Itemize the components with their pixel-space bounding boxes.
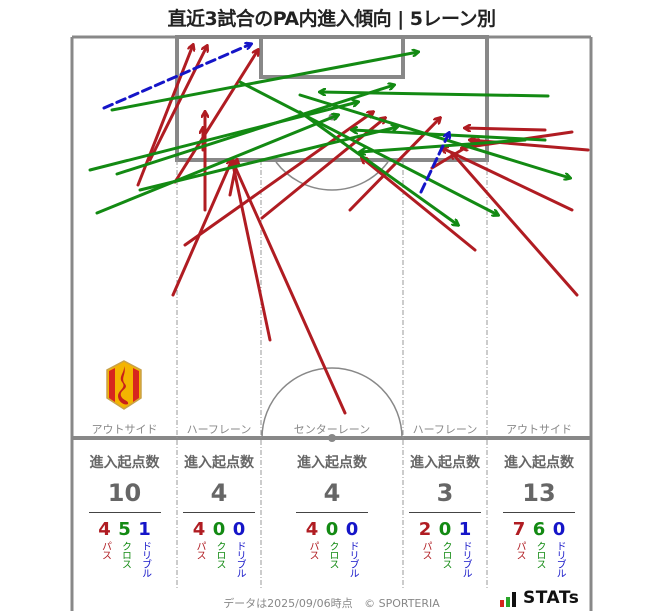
- footer: データは2025/09/06時点 © SPORTERIA: [0, 595, 663, 611]
- pass-arrow: [183, 112, 373, 247]
- pass-count: 2: [418, 519, 432, 540]
- cross-label: クロス: [214, 541, 225, 568]
- stat-heading: 進入起点数: [297, 455, 367, 471]
- stat-divider: [503, 512, 575, 513]
- pass-count: 4: [98, 519, 111, 540]
- dribble-label: ドリブル: [347, 541, 358, 577]
- cross-arrow: [298, 110, 458, 225]
- pass-label: パス: [307, 541, 318, 559]
- stat-total: 4: [210, 479, 228, 507]
- pass-count: 4: [305, 519, 319, 540]
- lane-label-left-outside: アウトサイド: [91, 423, 158, 436]
- dribble-count: 0: [552, 519, 566, 540]
- stats-bars-icon: [500, 600, 504, 607]
- stat-heading: 進入起点数: [410, 455, 480, 471]
- cross-arrow: [110, 52, 418, 112]
- pass-label: パス: [194, 541, 205, 559]
- dribble-count: 0: [232, 519, 246, 540]
- dribble-label: ドリブル: [554, 541, 565, 577]
- pass-arrow: [136, 45, 193, 187]
- lane-stats-center: 進入起点数 4 4 パス 0 クロス 0 ドリブル: [261, 452, 403, 577]
- data-date-note: データは2025/09/06時点: [223, 597, 353, 610]
- stat-total: 10: [107, 479, 142, 507]
- cross-label: クロス: [534, 541, 545, 568]
- pass-arrow: [452, 153, 579, 297]
- stat-divider: [409, 512, 481, 513]
- pass-count: 4: [192, 519, 206, 540]
- pass-arrows: [136, 45, 590, 415]
- stat-total: 13: [522, 479, 556, 507]
- pass-arrow: [465, 128, 547, 130]
- lane-label-right-outside: アウトサイド: [506, 423, 572, 436]
- stat-heading: 進入起点数: [504, 455, 574, 471]
- pass-arrow: [232, 160, 347, 415]
- stat-heading: 進入起点数: [184, 455, 254, 471]
- dribble-count: 0: [345, 519, 359, 540]
- pass-label: パス: [514, 541, 525, 559]
- dribble-count: 1: [458, 519, 472, 540]
- stat-divider: [183, 512, 255, 513]
- cross-label: クロス: [440, 541, 451, 568]
- page-title: 直近3試合のPA内進入傾向 | 5レーン別: [167, 8, 496, 30]
- stats-logo: STATs: [500, 589, 579, 607]
- stats-wordmark: STATs: [523, 588, 580, 608]
- stats-bars-icon-tall: [512, 592, 516, 607]
- cross-arrow: [115, 85, 394, 176]
- dribble-label: ドリブル: [139, 541, 151, 577]
- lane-stats-left-outside: 進入起点数 10 4 パス 5 クロス 1 ドリブル: [72, 452, 177, 577]
- stat-total: 4: [323, 479, 341, 507]
- dribble-label: ドリブル: [234, 541, 245, 577]
- pass-arrow: [362, 158, 477, 252]
- pass-label: パス: [420, 541, 431, 559]
- dribble-arrows: [102, 44, 449, 194]
- pass-count: 7: [512, 519, 526, 540]
- stat-divider: [88, 512, 161, 513]
- lane-label-right-halfspace: ハーフレーン: [412, 423, 478, 436]
- dribble-label: ドリブル: [460, 541, 471, 577]
- cross-count: 0: [212, 519, 226, 540]
- cross-count: 0: [325, 519, 339, 540]
- lane-stats-left-halfspace: 進入起点数 4 4 パス 0 クロス 0 ドリブル: [177, 452, 261, 577]
- cross-arrow: [320, 92, 550, 98]
- pass-label: パス: [99, 541, 111, 559]
- stat-divider: [296, 512, 368, 513]
- pass-arrow: [171, 160, 232, 297]
- cross-count: 6: [532, 519, 546, 540]
- dribble-arrow: [102, 44, 251, 110]
- pass-arrow: [232, 160, 272, 342]
- cross-label: クロス: [119, 541, 131, 568]
- lane-label-left-halfspace: ハーフレーン: [186, 423, 252, 436]
- stats-bars-icon-mid: [506, 597, 510, 607]
- cross-arrow: [88, 102, 358, 172]
- pass-arrow: [173, 50, 258, 184]
- cross-arrow: [95, 115, 338, 215]
- cross-arrow: [298, 93, 570, 178]
- cross-count: 5: [118, 519, 131, 540]
- stat-total: 3: [436, 479, 454, 507]
- pass-arrow: [442, 148, 574, 212]
- cross-arrow: [238, 80, 498, 215]
- dribble-count: 1: [138, 519, 151, 540]
- cross-label: クロス: [327, 541, 338, 568]
- lane-stats-right-halfspace: 進入起点数 3 2 パス 0 クロス 1 ドリブル: [403, 452, 487, 577]
- lane-label-center: センターレーン: [293, 423, 371, 436]
- copyright: © SPORTERIA: [364, 597, 440, 610]
- lane-stats-right-outside: 進入起点数 13 7 パス 6 クロス 0 ドリブル: [487, 452, 591, 577]
- team-crest-icon: [106, 360, 142, 410]
- dribble-arrow: [419, 133, 449, 194]
- pass-arrow: [148, 46, 207, 162]
- cross-count: 0: [438, 519, 452, 540]
- stat-heading: 進入起点数: [89, 455, 160, 471]
